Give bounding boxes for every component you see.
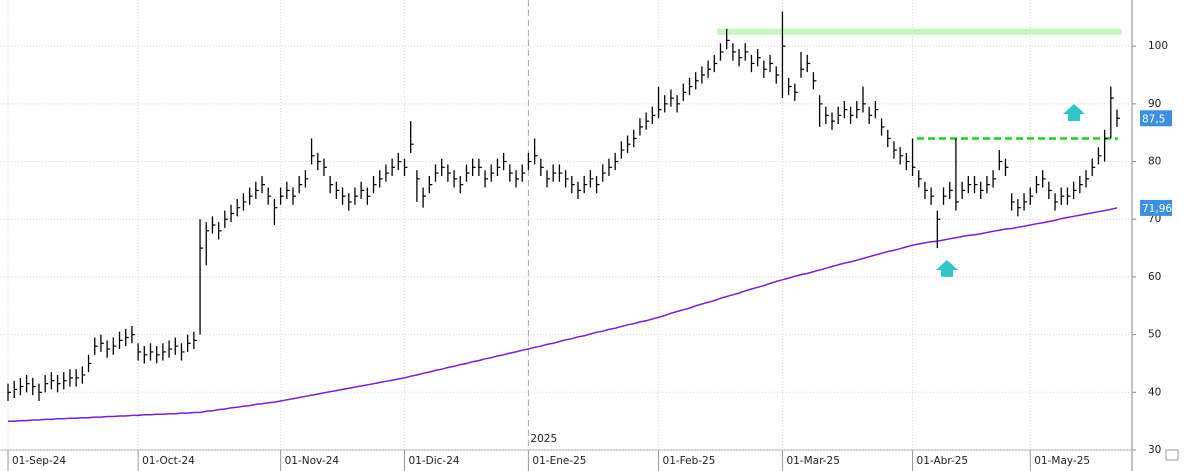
x-tick-label: 01-Ene-25	[532, 455, 586, 467]
arrow-up	[1063, 104, 1085, 121]
arrow-up	[936, 260, 958, 277]
x-tick-label: 01-Abr-25	[917, 455, 969, 467]
x-tick-label: 01-Nov-24	[285, 455, 340, 467]
x-tick-label: 01-Oct-24	[142, 455, 195, 467]
y-tick-label: 30	[1148, 444, 1161, 456]
y-tick-label: 90	[1148, 98, 1161, 110]
x-tick-label: 01-Mar-25	[786, 455, 839, 467]
y-tick-label: 60	[1148, 271, 1161, 283]
y-tick-label: 40	[1148, 386, 1161, 398]
price-tag-label: 71,96	[1142, 203, 1172, 215]
year-label: 2025	[530, 433, 557, 445]
y-tick-label: 80	[1148, 156, 1161, 168]
y-tick-label: 70	[1148, 213, 1161, 225]
corner-icon	[1165, 449, 1179, 461]
x-tick-label: 01-Sep-24	[12, 455, 66, 467]
price-tag-label: 87,5	[1142, 113, 1165, 125]
moving-average	[8, 207, 1118, 422]
x-tick-label: 01-Feb-25	[663, 455, 716, 467]
x-tick-label: 01-May-25	[1034, 455, 1090, 467]
price-tag	[1140, 110, 1172, 127]
y-tick-label: 100	[1148, 40, 1168, 52]
price-tag	[1140, 199, 1172, 216]
x-tick-label: 01-Dic-24	[409, 455, 460, 467]
y-tick-label: 50	[1148, 329, 1161, 341]
